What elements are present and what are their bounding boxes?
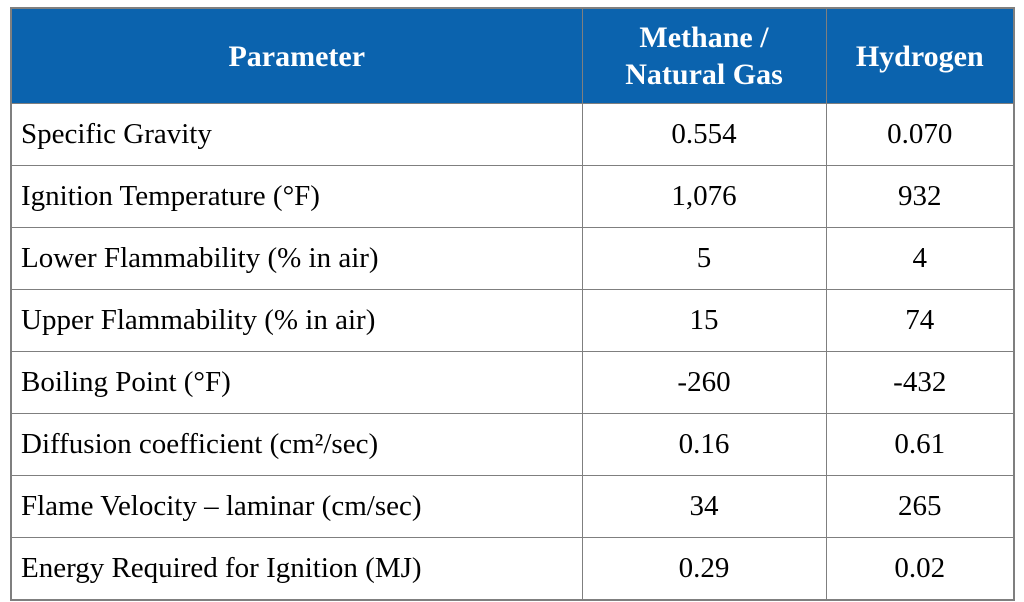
parameter-cell: Specific Gravity — [10, 103, 583, 166]
parameter-cell: Flame Velocity – laminar (cm/sec) — [10, 475, 583, 538]
table-header-row: Parameter Methane / Natural Gas Hydrogen — [10, 7, 1015, 104]
table-row: Upper Flammability (% in air) 15 74 — [10, 289, 1015, 352]
methane-value-cell: 34 — [581, 475, 827, 538]
hydrogen-value-cell: 265 — [825, 475, 1015, 538]
table-row: Specific Gravity 0.554 0.070 — [10, 103, 1015, 166]
methane-value-cell: -260 — [581, 351, 827, 414]
table-row: Boiling Point (°F) -260 -432 — [10, 351, 1015, 414]
methane-value-cell: 1,076 — [581, 165, 827, 228]
hydrogen-value-cell: 4 — [825, 227, 1015, 290]
hydrogen-value-cell: 0.61 — [825, 413, 1015, 476]
methane-value-cell: 5 — [581, 227, 827, 290]
hydrogen-value-cell: 0.02 — [825, 537, 1015, 601]
table-row: Lower Flammability (% in air) 5 4 — [10, 227, 1015, 290]
hydrogen-value-cell: 74 — [825, 289, 1015, 352]
methane-value-cell: 0.29 — [581, 537, 827, 601]
hydrogen-value-cell: 0.070 — [825, 103, 1015, 166]
column-header-parameter: Parameter — [10, 7, 583, 104]
table-row: Diffusion coefficient (cm²/sec) 0.16 0.6… — [10, 413, 1015, 476]
parameter-cell: Ignition Temperature (°F) — [10, 165, 583, 228]
methane-value-cell: 0.554 — [581, 103, 827, 166]
hydrogen-value-cell: 932 — [825, 165, 1015, 228]
table-row: Ignition Temperature (°F) 1,076 932 — [10, 165, 1015, 228]
methane-value-cell: 15 — [581, 289, 827, 352]
methane-value-cell: 0.16 — [581, 413, 827, 476]
column-header-hydrogen: Hydrogen — [825, 7, 1015, 104]
gas-properties-table: Parameter Methane / Natural Gas Hydrogen… — [10, 7, 1015, 601]
hydrogen-value-cell: -432 — [825, 351, 1015, 414]
column-header-methane-natural-gas: Methane / Natural Gas — [581, 7, 827, 104]
parameter-cell: Lower Flammability (% in air) — [10, 227, 583, 290]
table-row: Energy Required for Ignition (MJ) 0.29 0… — [10, 537, 1015, 601]
table-row: Flame Velocity – laminar (cm/sec) 34 265 — [10, 475, 1015, 538]
parameter-cell: Boiling Point (°F) — [10, 351, 583, 414]
parameter-cell: Energy Required for Ignition (MJ) — [10, 537, 583, 601]
parameter-cell: Diffusion coefficient (cm²/sec) — [10, 413, 583, 476]
parameter-cell: Upper Flammability (% in air) — [10, 289, 583, 352]
